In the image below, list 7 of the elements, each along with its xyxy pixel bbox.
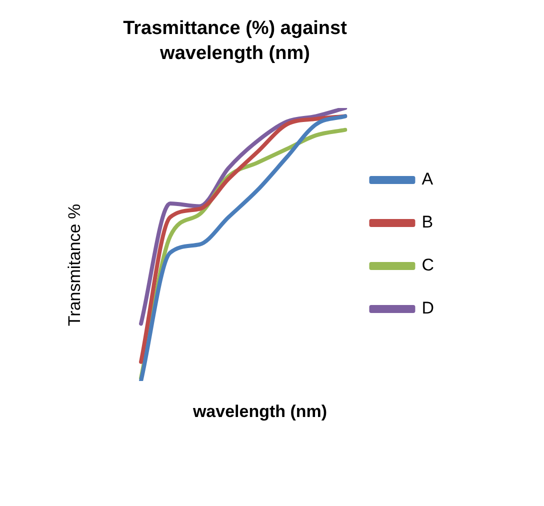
x-axis-title: wavelength (nm) <box>192 402 328 422</box>
chart-title: Trasmittance (%) against wavelength (nm) <box>122 17 348 66</box>
legend-label: A <box>422 170 434 189</box>
legend-label: D <box>422 298 434 318</box>
legend-label: C <box>422 256 434 275</box>
legend-label: B <box>422 212 434 232</box>
y-axis-title: Transmitance % <box>65 204 85 326</box>
